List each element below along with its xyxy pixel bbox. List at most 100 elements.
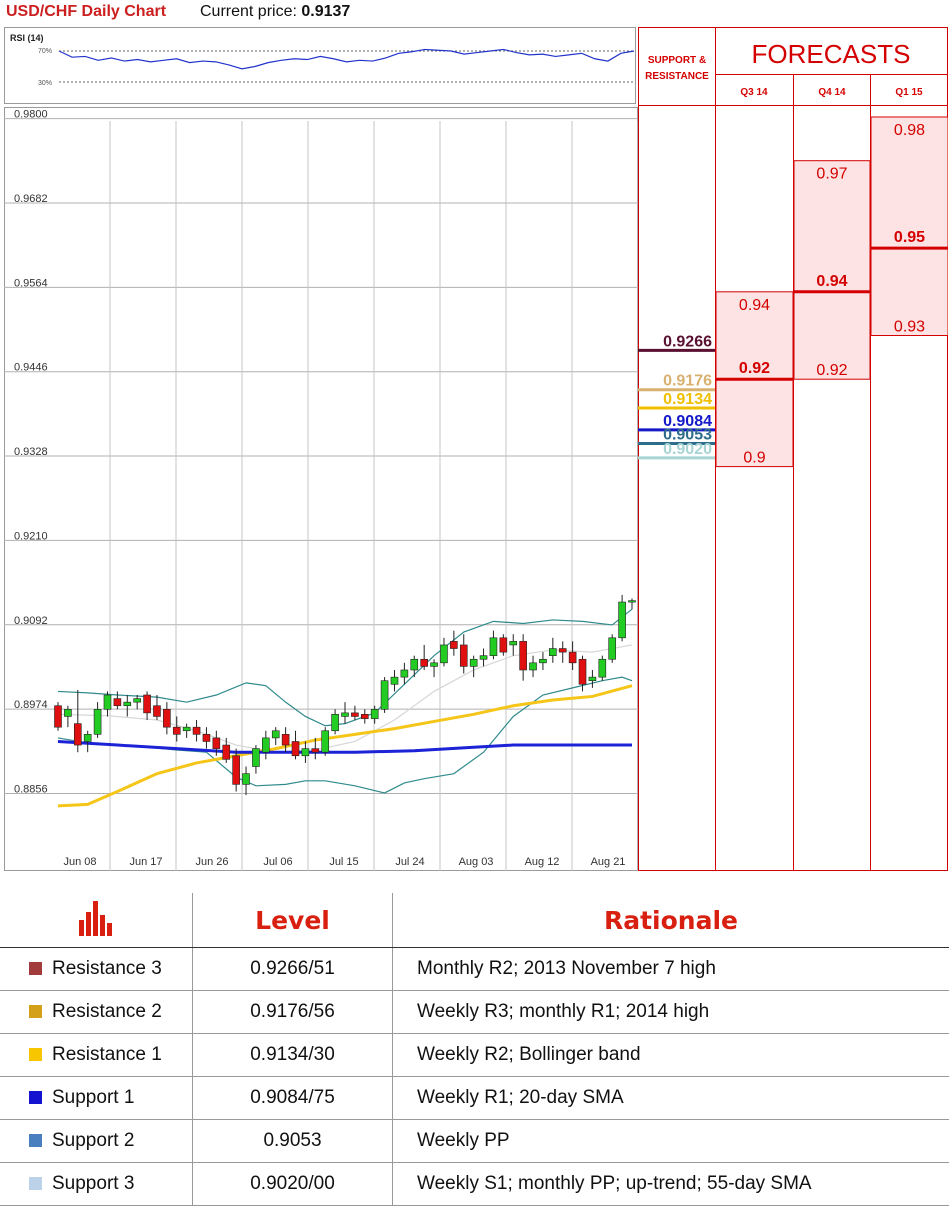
candle [242,766,250,796]
table-row: Resistance 1 0.9134/30 Weekly R2; Bollinge… [0,1033,949,1077]
candle-body [529,662,537,671]
y-axis-ticks: 0.9800 0.9682 0.9564 0.9446 0.9328 0.9210 0.90… [14,109,48,796]
chart-title: USD/CHF Daily Chart [6,3,167,20]
candle-body [113,698,122,707]
level-name-cell: Support 3 [0,1162,193,1206]
candle-body [242,773,250,785]
candle-body [103,694,112,710]
level-name-cell: Support 2 [0,1119,193,1163]
candle [281,727,290,753]
candle [509,634,518,656]
candle-body [509,641,518,646]
candle [618,594,626,642]
forecast-col-q4-14: Q4 14 [818,87,846,98]
level-name: Resistance 2 [52,1001,162,1022]
candle [390,669,399,692]
candle-body [93,709,102,735]
candle-body [380,680,389,710]
chart-header: USD/CHF Daily Chart Current price: 0.913… [0,0,640,26]
rationale-column-header: Rationale [392,893,949,948]
candle-body [252,748,260,767]
forecast-high-label: 0.98 [894,122,925,139]
candle [489,630,498,660]
level-value: 0.9084/75 [192,1076,393,1120]
level-name: Resistance 1 [52,1044,162,1065]
candle-body [133,698,141,703]
candle-body [479,655,488,660]
candle-body [341,712,349,717]
candle-body [153,705,161,717]
candle-body [539,658,547,664]
candle-body [608,637,617,660]
level-name-cell: Resistance 2 [0,990,193,1034]
candle-body [163,709,171,728]
candle-body [222,744,231,760]
sr-heading-line-1: SUPPORT & [648,55,706,66]
level-color-swatch [29,1005,42,1018]
candle [73,690,82,753]
forecast-mid-label: 0.92 [739,360,770,377]
candle-body [430,662,438,667]
level-rationale: Weekly R3; monthly R1; 2014 high [392,990,949,1034]
level-name-cell: Resistance 3 [0,947,193,991]
candle-body [450,641,458,649]
sr-level-label: 0.9020 [663,441,712,458]
candle-body [588,676,597,682]
candle [578,655,587,692]
candle [113,691,122,710]
candle-body [212,737,221,749]
forecast-high-label: 0.97 [816,166,847,183]
rsi-panel: RSI (14) 70% 30% [4,27,636,104]
sr-level-label: 0.9266 [663,333,712,350]
candle-body [271,730,280,739]
candle-body [192,726,201,735]
candle [479,648,488,667]
candle-body [400,669,409,678]
forecast-panel: SUPPORT & RESISTANCE FORECASTS Q3 14 Q4 … [638,27,948,871]
level-color-swatch [29,1048,42,1061]
candle-body [558,648,567,653]
current-price-value: 0.9137 [301,3,351,20]
levels-table-body: Resistance 3 0.9266/51 Monthly R2; 2013 No… [0,947,949,1206]
candle [103,691,112,717]
level-value: 0.9053 [192,1119,393,1163]
bar-chart-icon [79,901,112,936]
candle [163,702,171,735]
sr-level-label: 0.9134 [663,391,712,408]
candle [123,695,132,717]
table-row: Support 3 0.9020/00 Weekly S1; monthly PP;… [0,1162,949,1206]
candle [331,709,339,735]
candle [212,730,221,756]
y-tick-label: 0.9092 [14,615,48,627]
level-value: 0.9176/56 [192,990,393,1034]
candle-body [568,651,577,664]
sr-level-label: 0.9053 [663,426,712,443]
candle [232,748,240,792]
candle [469,655,478,678]
indicator-sma-55 [57,684,633,808]
forecast-range [793,160,871,380]
level-name: Support 2 [52,1130,135,1151]
candle [202,727,211,749]
chart-frame [4,107,638,871]
forecast-mid-label: 0.94 [816,273,847,290]
candle [549,637,557,663]
candle [93,702,102,738]
candle [311,737,320,760]
candle [539,652,547,670]
candle [410,655,419,678]
candle-body [311,748,320,753]
candle-body [618,601,626,639]
level-rationale: Weekly S1; monthly PP; up-trend; 55-day … [392,1162,949,1206]
candle [172,716,181,742]
table-row: Support 2 0.9053 Weekly PP [0,1119,949,1163]
level-name: Support 3 [52,1173,135,1194]
candle-body [64,709,72,717]
table-row: Resistance 3 0.9266/51 Monthly R2; 2013 No… [0,947,949,991]
candle-body [182,726,191,732]
candle-body [83,734,92,742]
candle [420,644,428,670]
level-color-swatch [29,962,42,975]
candle-body [489,637,498,656]
candle [400,662,409,685]
